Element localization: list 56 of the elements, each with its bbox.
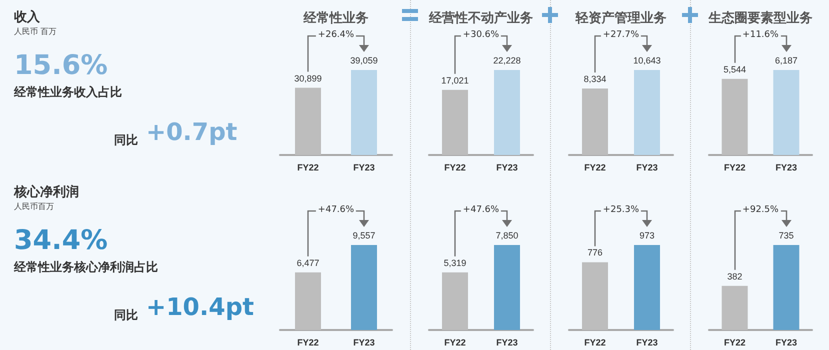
text: 人民币 百万 (14, 26, 57, 37)
text: 34.4% (14, 225, 108, 256)
text: 经常性业务核心净利润占比 (14, 259, 158, 276)
chart-title: 轻资产管理业务 (574, 10, 666, 25)
data-label: 7,850 (496, 230, 518, 240)
x-tick-label: FY22 (584, 338, 606, 348)
x-tick-label: FY22 (297, 162, 319, 172)
data-label: 5,544 (723, 64, 746, 74)
data-label: 22,228 (493, 56, 521, 66)
data-label: 382 (727, 271, 742, 282)
data-label: 8,334 (584, 74, 606, 84)
text: +10.4pt (146, 293, 254, 321)
x-tick-label: FY23 (636, 162, 658, 172)
x-tick-label: FY23 (496, 338, 518, 348)
x-tick-label: FY22 (297, 338, 319, 348)
x-tick-label: FY22 (584, 162, 606, 172)
text: +0.7pt (146, 118, 238, 146)
data-label: 776 (587, 248, 603, 258)
data-label: 973 (639, 230, 655, 240)
x-tick-label: FY23 (775, 338, 798, 348)
x-tick-label: FY23 (636, 338, 658, 348)
data-label: 6,187 (774, 56, 798, 66)
x-tick-label: FY23 (353, 338, 375, 348)
text: +47.6% (460, 205, 502, 215)
x-tick-label: FY22 (724, 162, 746, 172)
data-label: 5,319 (444, 258, 466, 268)
data-label: 6,477 (296, 258, 320, 268)
text: 收入 (14, 8, 40, 26)
text: +11.6% (740, 30, 781, 40)
x-tick-label: FY23 (353, 162, 375, 172)
x-tick-label: FY22 (444, 338, 466, 348)
text: 人民币百万 (14, 201, 54, 212)
text: +26.4% (316, 30, 356, 40)
data-label: 39,059 (350, 56, 378, 66)
chart-title: 经营性不动产业务 (428, 10, 533, 25)
text: +92.5% (740, 205, 781, 215)
text: 同比 (114, 132, 138, 149)
data-label: 9,557 (352, 230, 376, 240)
x-tick-label: FY23 (775, 162, 798, 172)
text: +25.3% (600, 205, 642, 215)
text: +27.7% (600, 30, 642, 40)
text: +30.6% (460, 30, 502, 40)
text: +47.6% (316, 205, 356, 215)
data-label: 17,021 (441, 75, 469, 86)
data-label: 735 (778, 230, 794, 240)
text: 核心净利润 (14, 184, 79, 201)
text: 经常性业务收入占比 (14, 84, 122, 101)
chart-title: 经常性业务 (302, 10, 368, 25)
data-label: 30,899 (294, 73, 322, 84)
chart-title: 生态圈要素型业务 (708, 10, 812, 25)
data-label: 10,643 (633, 56, 661, 66)
x-tick-label: FY22 (724, 338, 746, 348)
text: 15.6% (14, 50, 108, 81)
x-tick-label: FY23 (496, 162, 518, 172)
text: 同比 (114, 307, 138, 324)
x-tick-label: FY22 (444, 162, 466, 172)
